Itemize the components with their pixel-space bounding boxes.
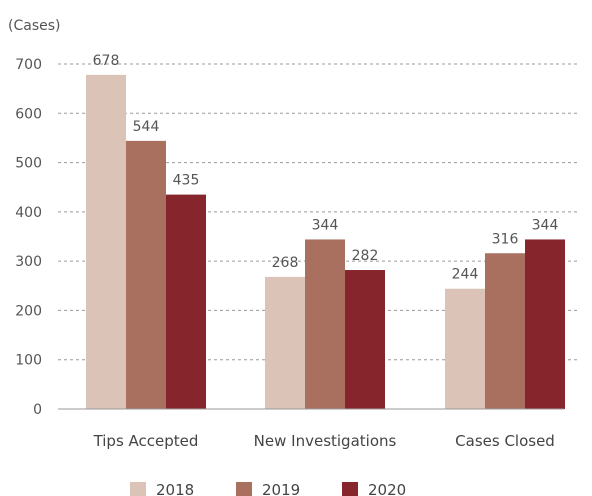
- x-category-label: Tips Accepted: [93, 432, 199, 450]
- y-axis-ticks: 0 100 200 300 400 500 600 700: [15, 57, 42, 418]
- bar-2018-0: [86, 74, 126, 409]
- data-label: 316: [492, 231, 519, 247]
- y-axis-unit-label: (Cases): [8, 18, 60, 34]
- x-category-label: Cases Closed: [455, 432, 555, 450]
- bars: [86, 74, 565, 409]
- legend-item-2020: 2020: [342, 481, 406, 496]
- x-axis-categories: Tips Accepted New Investigations Cases Clo…: [93, 432, 555, 450]
- data-label: 544: [133, 119, 160, 135]
- legend: 2018 2019 2020: [130, 481, 406, 496]
- legend-swatch: [130, 482, 146, 496]
- legend-item-2019: 2019: [236, 481, 300, 496]
- data-labels: 678 544 435 268 344 282 244 316 344: [93, 53, 559, 283]
- data-label: 344: [312, 217, 339, 233]
- data-label: 244: [452, 267, 479, 283]
- y-tick-label: 0: [33, 402, 42, 418]
- y-tick-label: 700: [15, 57, 42, 73]
- legend-swatch: [342, 482, 358, 496]
- bar-2018-1: [265, 276, 305, 409]
- data-label: 435: [173, 173, 200, 189]
- y-tick-label: 500: [15, 156, 42, 172]
- legend-label: 2018: [156, 481, 194, 496]
- data-label: 678: [93, 53, 120, 69]
- bar-2020-0: [166, 194, 206, 409]
- bar-2019-1: [305, 239, 345, 409]
- bar-2020-1: [345, 270, 385, 409]
- legend-label: 2020: [368, 481, 406, 496]
- legend-label: 2019: [262, 481, 300, 496]
- bar-2018-2: [445, 288, 485, 409]
- y-tick-label: 200: [15, 303, 42, 319]
- legend-swatch: [236, 482, 252, 496]
- bar-2020-2: [525, 239, 565, 409]
- data-label: 282: [352, 248, 379, 264]
- bar-2019-0: [126, 140, 166, 409]
- y-tick-label: 400: [15, 205, 42, 221]
- y-tick-label: 600: [15, 106, 42, 122]
- y-tick-label: 100: [15, 353, 42, 369]
- x-category-label: New Investigations: [254, 432, 397, 450]
- legend-item-2018: 2018: [130, 481, 194, 496]
- data-label: 268: [272, 255, 299, 271]
- data-label: 344: [532, 217, 559, 233]
- bar-2019-2: [485, 253, 525, 409]
- y-tick-label: 300: [15, 254, 42, 270]
